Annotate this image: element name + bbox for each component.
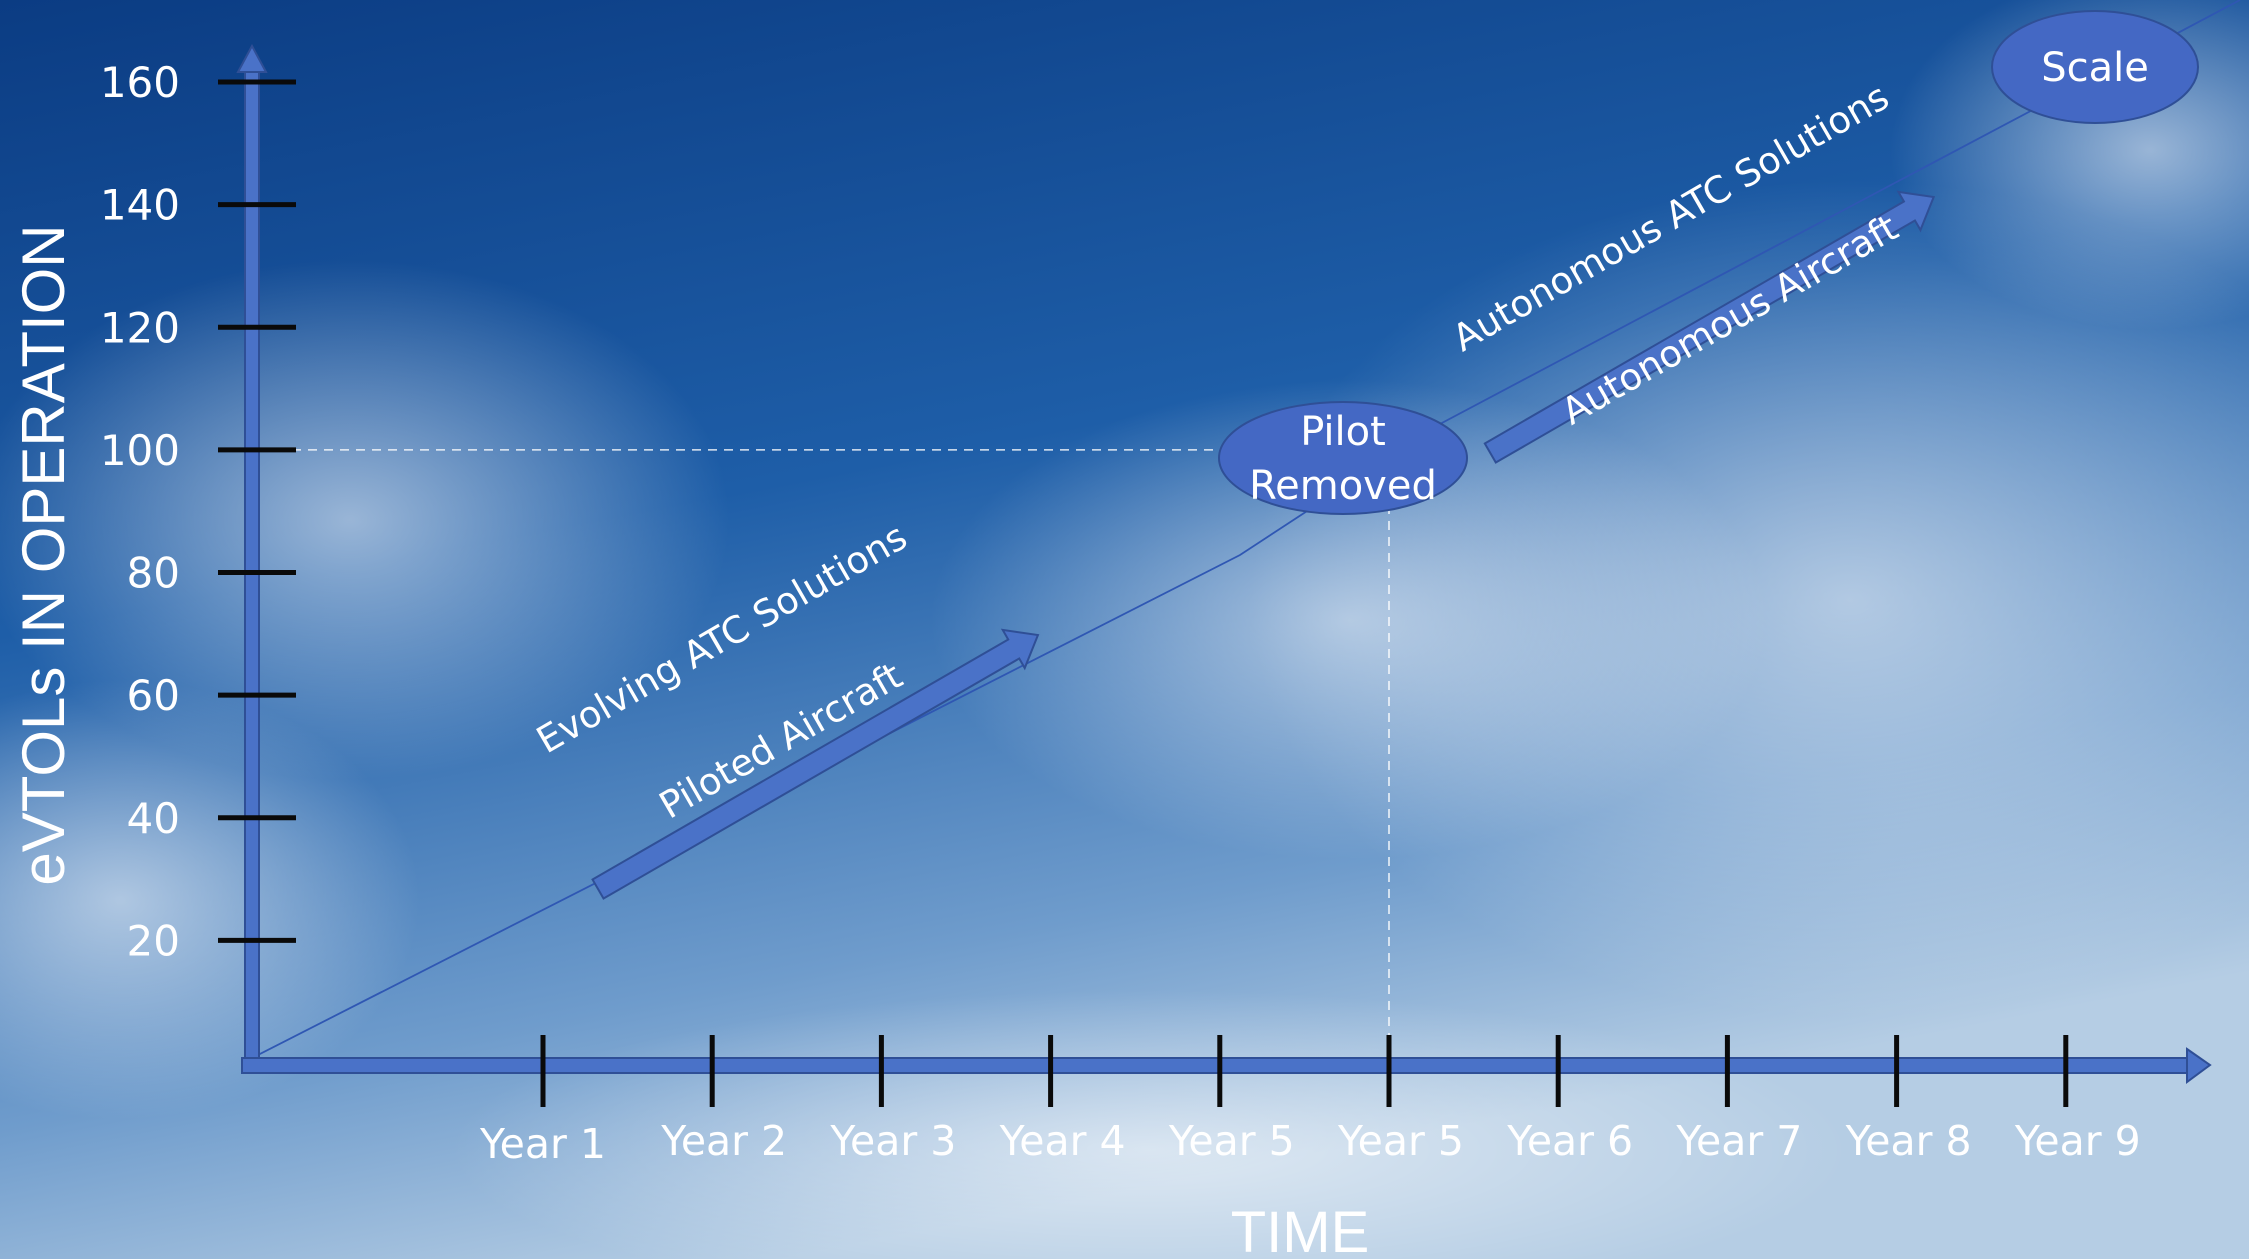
- x-tick-label: Year 3: [829, 1117, 956, 1165]
- x-tick-label: Year 1: [479, 1120, 606, 1168]
- x-tick-label: Year 9: [2014, 1117, 2141, 1165]
- y-tick-label: 20: [127, 916, 180, 965]
- y-tick-label: 100: [100, 426, 180, 475]
- x-tick-label: Year 7: [1675, 1117, 1802, 1165]
- y-axis-title: eVTOLs IN OPERATION: [10, 224, 77, 885]
- x-tick-label: Year 8: [1845, 1117, 1972, 1165]
- y-tick-label: 140: [100, 181, 180, 230]
- y-axis-line: [245, 72, 259, 1067]
- milestone-label: Scale: [2041, 45, 2149, 91]
- y-tick-label: 60: [127, 671, 180, 720]
- y-tick-label: 160: [100, 58, 180, 107]
- x-tick-label: Year 4: [999, 1117, 1126, 1165]
- y-tick-label: 120: [100, 303, 180, 352]
- x-tick-label: Year 5: [1337, 1117, 1464, 1165]
- milestone-pilot-removed: Pilot Removed: [1219, 402, 1467, 514]
- x-tick-label: Year 5: [1168, 1117, 1295, 1165]
- milestone-label: Removed: [1249, 463, 1437, 509]
- milestone-scale: Scale: [1992, 11, 2198, 123]
- milestone-label: Pilot: [1300, 409, 1386, 455]
- x-tick-label: Year 2: [660, 1117, 787, 1165]
- y-tick-label: 40: [127, 794, 180, 843]
- x-axis-title: TIME: [1231, 1200, 1370, 1259]
- y-tick-label: 80: [127, 549, 180, 598]
- x-tick-label: Year 6: [1506, 1117, 1633, 1165]
